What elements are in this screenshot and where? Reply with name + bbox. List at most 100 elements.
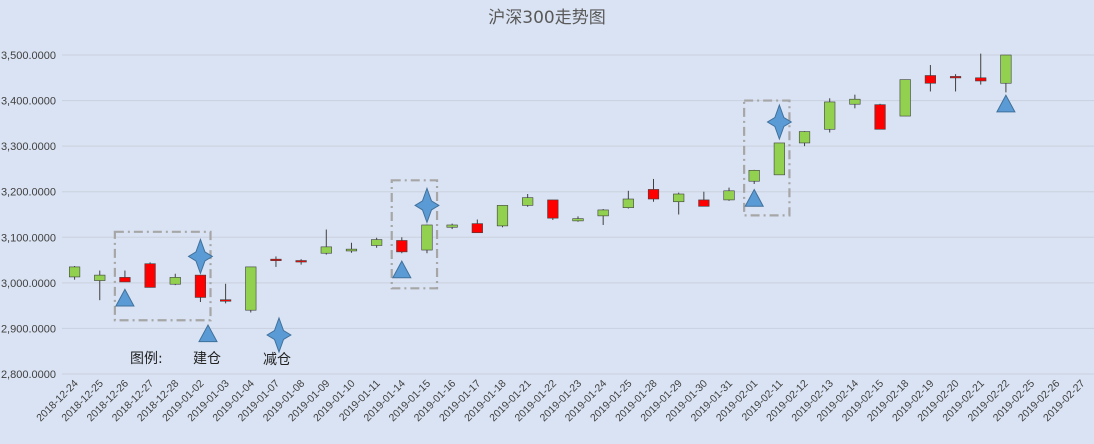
candle	[874, 103, 886, 130]
candle-body	[496, 205, 509, 227]
candle	[949, 74, 962, 92]
candle-body	[622, 198, 634, 208]
highlight-box	[113, 230, 212, 322]
candle	[220, 283, 232, 304]
candle-body	[572, 218, 584, 222]
candle	[471, 219, 483, 234]
candle-body	[773, 142, 785, 176]
candle-body	[320, 246, 332, 254]
candles	[68, 53, 1012, 313]
legend-sell-label: 减仓	[263, 352, 291, 368]
candle-body	[924, 75, 936, 84]
candle-body	[446, 224, 458, 228]
candle	[798, 131, 811, 147]
candle	[496, 205, 509, 228]
grid-lines	[62, 54, 1094, 375]
candle	[144, 262, 156, 288]
sell-marker-icon	[187, 237, 214, 275]
candle-body	[547, 199, 559, 219]
candle-body	[144, 263, 156, 288]
candle-body	[975, 77, 987, 82]
candle	[169, 273, 181, 286]
candle-body	[723, 190, 735, 201]
candle	[924, 65, 936, 92]
candle	[622, 190, 634, 209]
candle-body	[874, 104, 886, 130]
candle-body	[371, 239, 383, 246]
candle-body	[698, 199, 710, 207]
x-axis: 2018-12-242018-12-252018-12-262018-12-27…	[34, 378, 1087, 425]
y-tick-label: 3,200.0000	[1, 187, 56, 199]
y-tick-label: 3,100.0000	[1, 232, 56, 244]
highlight-box	[390, 179, 439, 290]
candle	[773, 142, 785, 176]
y-tick-label: 3,400.0000	[1, 96, 56, 108]
candle	[597, 209, 609, 225]
candle	[849, 94, 861, 109]
candle-body	[270, 258, 282, 261]
sell-marker-icon	[414, 186, 440, 224]
candle	[396, 237, 408, 254]
candle	[723, 187, 735, 201]
candle-body	[245, 266, 257, 311]
candle	[295, 259, 307, 265]
legend: 图例: 建仓 减仓	[130, 316, 292, 368]
candle-body	[1000, 54, 1012, 84]
buy-marker-icon	[996, 94, 1016, 113]
candle	[345, 242, 358, 253]
legend-triangle-icon	[198, 323, 218, 343]
candle-body	[522, 197, 534, 206]
sell-marker-icon	[766, 103, 793, 141]
candle-body	[68, 266, 81, 278]
candle	[748, 169, 760, 184]
candle	[824, 98, 836, 133]
candle-body	[471, 223, 483, 234]
candle-body	[647, 189, 660, 200]
candle-body	[421, 224, 433, 251]
candle-body	[949, 76, 962, 79]
candle-body	[849, 98, 861, 105]
candle	[522, 193, 534, 207]
legend-star-icon	[266, 316, 292, 354]
candle-body	[194, 274, 207, 298]
signal-markers	[115, 94, 1016, 307]
candle-body	[220, 299, 232, 302]
candle	[899, 79, 911, 117]
candle-body	[94, 274, 106, 281]
candle	[698, 191, 710, 207]
candle	[421, 224, 433, 254]
chart-title: 沪深300走势图	[488, 8, 605, 28]
y-axis: 2,800.0000 2,900.0000 3,000.0000 3,100.0000…	[1, 50, 56, 381]
candle	[270, 256, 282, 267]
y-tick-label: 3,500.0000	[1, 50, 56, 62]
highlight-box	[743, 99, 791, 217]
candle-body	[119, 277, 131, 283]
candle	[371, 237, 383, 248]
highlight-boxes	[113, 99, 791, 322]
buy-marker-icon	[744, 188, 765, 207]
candle	[975, 53, 987, 85]
candle	[446, 223, 458, 230]
candle	[647, 178, 660, 202]
candle-body	[748, 169, 760, 182]
candle	[673, 192, 685, 215]
buy-marker-icon	[391, 260, 412, 279]
candle	[119, 270, 131, 283]
legend-buy-label: 建仓	[193, 351, 221, 367]
candle	[320, 229, 332, 255]
candle-body	[597, 209, 609, 217]
candle	[194, 274, 207, 302]
candle	[94, 270, 106, 301]
buy-marker-icon	[115, 288, 135, 307]
candle	[547, 199, 559, 220]
candle-body	[798, 131, 811, 144]
candle	[68, 265, 81, 280]
candle-body	[899, 79, 911, 117]
candle-body	[396, 240, 408, 253]
candle-body	[673, 193, 685, 203]
candle	[1000, 54, 1012, 93]
legend-title: 图例:	[130, 351, 163, 367]
candle-body	[345, 248, 358, 252]
